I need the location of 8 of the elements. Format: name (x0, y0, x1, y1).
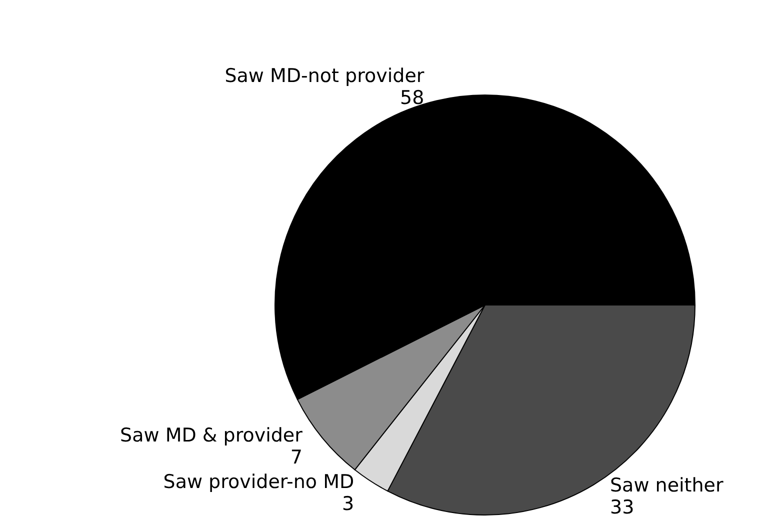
data-label: 33 (610, 496, 634, 518)
data-label: 7 (290, 446, 302, 469)
slice-label: Saw MD-not provider (224, 65, 424, 88)
data-label: 3 (342, 492, 354, 515)
data-label: 58 (400, 87, 424, 110)
slice-label: Saw provider-no MD (163, 470, 354, 493)
slice-label: Saw neither (610, 474, 724, 497)
slice-label: Saw MD & provider (120, 424, 303, 447)
